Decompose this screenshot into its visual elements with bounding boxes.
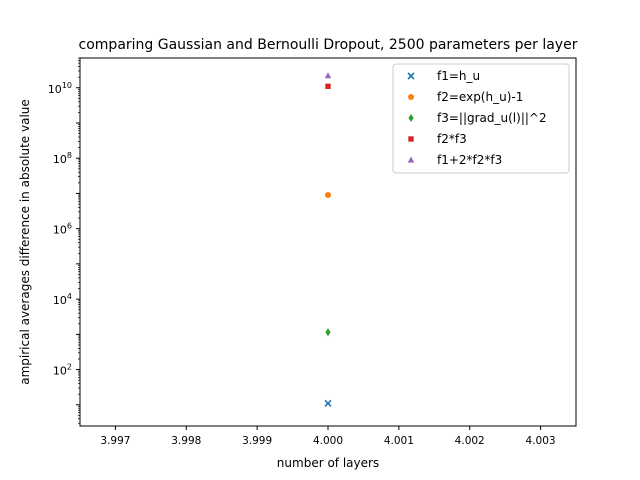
x-tick-label: 4.001	[384, 435, 414, 447]
legend-label-3: f3=||grad_u(l)||^2	[437, 111, 547, 125]
legend-marker-2	[408, 94, 414, 100]
legend-label-2: f2=exp(h_u)-1	[437, 90, 523, 104]
data-point-series-5	[324, 72, 332, 79]
legend-marker-5	[407, 156, 415, 163]
x-tick-label: 3.998	[171, 435, 201, 447]
y-tick-label: 102	[53, 363, 72, 378]
data-point-series-4	[325, 83, 331, 90]
legend-label-4: f2*f3	[437, 132, 467, 146]
y-tick-label: 1010	[48, 81, 72, 96]
chart-title: comparing Gaussian and Bernoulli Dropout…	[79, 37, 578, 53]
x-tick-label: 4.000	[313, 435, 343, 447]
data-point-series-2	[325, 192, 331, 199]
y-tick-label: 108	[53, 151, 72, 166]
y-tick-label: 104	[53, 292, 72, 307]
data-point-series-3	[325, 328, 331, 337]
data-points	[324, 72, 332, 407]
x-axis-ticks: 3.997 3.998 3.999 4.000 4.001 4.002 4.003	[100, 426, 556, 447]
y-tick-label: 106	[53, 222, 72, 237]
y-axis-ticks: 102 104 106 108 1010	[48, 57, 80, 424]
legend-marker-1	[407, 72, 415, 80]
legend-marker-4	[408, 136, 414, 142]
data-point-series-1	[324, 399, 332, 407]
legend-marker-3	[408, 114, 414, 122]
x-tick-label: 4.003	[526, 435, 556, 447]
x-tick-label: 3.997	[100, 435, 130, 447]
legend-label-5: f1+2*f2*f3	[437, 153, 502, 167]
legend-label-1: f1=h_u	[437, 69, 480, 83]
y-axis-label: ampirical averages difference in absolut…	[18, 99, 32, 385]
legend: f1=h_u f2=exp(h_u)-1 f3=||grad_u(l)||^2 f2*…	[392, 63, 570, 174]
x-tick-label: 4.002	[455, 435, 485, 447]
x-tick-label: 3.999	[242, 435, 272, 447]
legend-box	[392, 63, 570, 174]
x-axis-label: number of layers	[277, 456, 379, 470]
